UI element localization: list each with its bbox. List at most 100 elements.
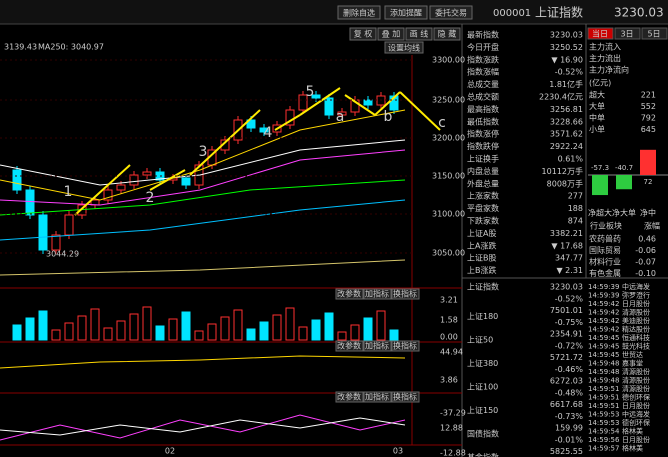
quote-value: 874	[568, 217, 583, 226]
sector-header: 涨幅	[644, 221, 660, 231]
ma-line	[0, 109, 406, 201]
tool-label: 复 权	[354, 29, 373, 39]
panel-button[interactable]	[391, 340, 420, 352]
tool-button[interactable]	[377, 27, 405, 41]
panel-button[interactable]	[363, 340, 392, 352]
volume	[77, 315, 87, 341]
ma-line	[0, 149, 406, 206]
sector-change: -0.10	[635, 269, 656, 278]
trade-time: 14:59:45	[588, 334, 619, 342]
flow-row-label: 小单	[589, 124, 605, 134]
tool-label: 叠 加	[382, 29, 401, 39]
index-value: 5825.55	[550, 447, 583, 456]
index-name: 上证180	[467, 312, 498, 321]
wave-label: 2	[146, 190, 155, 206]
trade-time: 14:59:48	[588, 360, 619, 368]
panel-button[interactable]	[335, 288, 364, 300]
candle	[64, 214, 74, 236]
tab[interactable]	[641, 27, 668, 40]
quote-value: 8008万手	[547, 178, 583, 188]
trade-name: 格林美	[622, 444, 643, 453]
ma250: MA250: 3040.97	[38, 43, 104, 52]
trade-name: 美迪股份	[622, 316, 650, 325]
volume	[90, 308, 100, 341]
trade-time: 14:59:45	[588, 343, 619, 351]
panel-button[interactable]	[391, 288, 420, 300]
panel-tick: -12.88	[440, 449, 466, 457]
quote-label: 指数涨跌	[467, 54, 499, 64]
index-change: -0.75%	[555, 318, 584, 327]
ma-line	[0, 259, 406, 276]
trade-name: 日月股份	[622, 435, 650, 444]
trade-name: 德创环保	[622, 418, 650, 427]
quote-label: 下跌家数	[467, 216, 499, 226]
index-name: 基金指数	[467, 452, 499, 457]
trade-time: 14:59:54	[588, 428, 620, 436]
candle	[324, 97, 334, 116]
volume	[12, 324, 22, 341]
wave-arrow	[299, 87, 341, 116]
tab[interactable]	[587, 27, 614, 40]
panel-button-label: 改参数	[337, 289, 361, 299]
tool-button[interactable]	[433, 27, 461, 41]
trade-name: 格林美	[622, 427, 643, 436]
panel-button[interactable]	[391, 391, 420, 403]
tab[interactable]	[614, 27, 641, 40]
candle	[246, 119, 256, 129]
tool-button[interactable]	[349, 27, 377, 41]
trade-time: 14:59:48	[588, 377, 619, 385]
stock-price: 3230.03	[614, 6, 664, 20]
flow-row-value: 221	[641, 91, 656, 100]
sector-name: 有色金属	[589, 268, 621, 278]
trade-name: 嘉事堂	[622, 359, 643, 368]
flow-bar-label: -40.7	[615, 164, 633, 172]
quote-value: 3571.62	[550, 130, 583, 139]
candle	[25, 189, 35, 216]
panel-button[interactable]	[363, 288, 392, 300]
button[interactable]	[337, 5, 381, 20]
panel-tick: 3.21	[440, 296, 458, 305]
flow-row-label: 中单	[589, 113, 605, 123]
volume	[64, 322, 74, 341]
candle	[337, 111, 347, 116]
trade-name: 德创环保	[622, 393, 650, 402]
price-tick: 3250.00	[432, 96, 465, 105]
wave-arrow	[374, 91, 401, 116]
trade-name: 日月股份	[622, 299, 650, 308]
panel-button[interactable]	[335, 340, 364, 352]
trade-time: 14:59:51	[588, 385, 619, 393]
trade-name: 中远海发	[622, 282, 650, 291]
flow-bar-label: 72	[644, 178, 653, 186]
candle	[181, 177, 191, 186]
quote-label: 内盘总量	[467, 166, 499, 176]
wave-label: 3	[199, 144, 208, 160]
flow-bar	[640, 149, 656, 175]
flow-label: 主力净流向	[589, 65, 629, 75]
volume	[350, 324, 360, 341]
index-value: 2354.91	[550, 330, 583, 339]
flow-bar-label: -57.3	[591, 164, 609, 172]
quote-value: ▼ 16.90	[551, 55, 583, 64]
panel-button[interactable]	[363, 391, 392, 403]
trade-time: 14:59:42	[588, 309, 619, 317]
quote-value: 3228.66	[550, 117, 583, 126]
quote-value: 3230.03	[550, 31, 583, 40]
quote-label: 平盘家数	[467, 203, 499, 213]
index-value: 3230.03	[550, 283, 583, 292]
panel-button[interactable]	[335, 391, 364, 403]
button[interactable]	[429, 5, 473, 20]
quote-label: 上B涨跌	[467, 265, 497, 275]
ma-button[interactable]	[384, 41, 424, 54]
wave-label: 4	[264, 125, 273, 141]
flow-bar-name: 净中	[640, 208, 656, 218]
tool-button[interactable]	[405, 27, 433, 41]
index-value: 7501.01	[550, 306, 583, 315]
tab-label: 5日	[647, 30, 660, 39]
flow-bar	[616, 175, 632, 190]
date-label: 03	[393, 447, 403, 456]
quote-label: 指数涨停	[467, 129, 499, 139]
button[interactable]	[384, 5, 428, 20]
volume	[311, 319, 321, 341]
quote-value: ▼ 17.68	[551, 241, 583, 250]
ma-line	[0, 417, 406, 436]
